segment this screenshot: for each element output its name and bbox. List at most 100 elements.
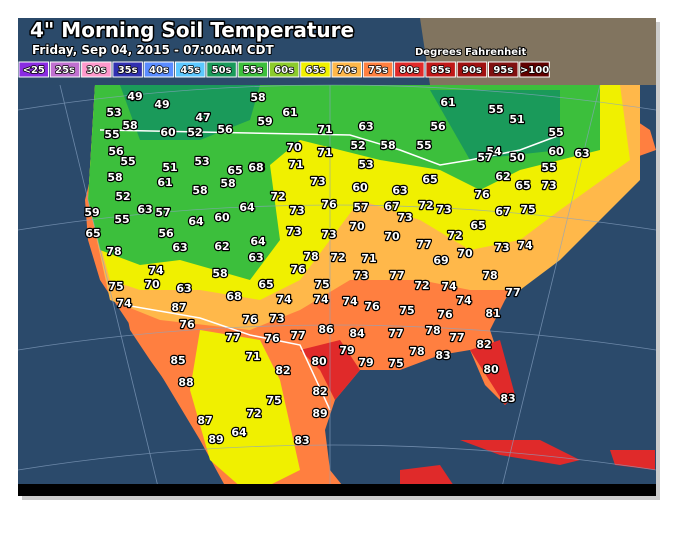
station-temp: 47: [195, 111, 210, 124]
station-temp: 73: [269, 312, 284, 325]
station-temp: 74: [313, 293, 329, 306]
station-temp: 77: [416, 238, 431, 251]
station-temp: 60: [548, 145, 564, 158]
legend-swatch: [488, 61, 519, 78]
station-temp: 74: [441, 280, 457, 293]
station-temp: 76: [321, 198, 337, 211]
station-temp: 83: [435, 349, 450, 362]
station-temp: 72: [270, 190, 285, 203]
grid-line: [17, 324, 657, 351]
legend-swatch: [519, 61, 550, 78]
station-temp: 76: [264, 332, 280, 345]
station-temp: 74: [116, 297, 132, 310]
legend-label: 35s: [118, 65, 138, 76]
station-temp: 89: [312, 407, 327, 420]
station-temp: 69: [433, 254, 448, 267]
station-temp: 58: [212, 267, 227, 280]
zone-florida: [470, 340, 515, 405]
station-temp: 78: [425, 324, 440, 337]
bottom-bar: [18, 484, 656, 496]
station-temp: 76: [242, 313, 258, 326]
station-temp: 53: [194, 155, 209, 168]
legend-swatch: [394, 61, 425, 78]
title: 4" Morning Soil Temperature: [30, 18, 354, 42]
legend-label: 60s: [274, 65, 294, 76]
station-temp: 75: [388, 357, 403, 370]
station-temp: 72: [330, 251, 345, 264]
station-temp: 72: [447, 229, 462, 242]
station-temp: 82: [476, 338, 491, 351]
station-temp: 71: [317, 123, 332, 136]
station-temp: 57: [477, 151, 492, 164]
station-temp: 49: [154, 98, 169, 111]
legend-label: 65s: [306, 65, 326, 76]
station-temp: 77: [505, 286, 520, 299]
us-canada-border: [99, 129, 561, 166]
station-temp: 56: [430, 120, 446, 133]
station-temp: 87: [171, 301, 186, 314]
station-temp: 73: [541, 179, 556, 192]
legend-swatch: [81, 61, 112, 78]
station-temp: 78: [409, 345, 424, 358]
station-temp: 63: [392, 184, 407, 197]
station-temp: 63: [137, 203, 152, 216]
legend: <25 25s 30s 35s 40s 45s 50s 55s 60s 65s 70s 75s 80s 8…: [18, 61, 550, 78]
station-temp: 59: [84, 206, 99, 219]
station-temp: 49: [127, 90, 142, 103]
station-temp: 75: [266, 394, 281, 407]
station-temp: 77: [290, 329, 305, 342]
station-temp: 75: [399, 304, 414, 317]
station-temp: 62: [214, 240, 229, 253]
legend-label: >100: [520, 65, 549, 76]
units: Degrees Fahrenheit: [415, 47, 526, 58]
legend-label: <25: [23, 65, 45, 76]
station-temp: 73: [321, 228, 336, 241]
station-temp: 73: [397, 211, 412, 224]
station-temp: 77: [389, 269, 404, 282]
station-temp: 76: [290, 263, 306, 276]
station-temp: 73: [494, 241, 509, 254]
legend-swatch: [143, 61, 175, 78]
graticule: [17, 84, 657, 496]
station-temp: 77: [388, 327, 403, 340]
station-temp: 84: [349, 327, 365, 340]
station-temp: 68: [248, 161, 263, 174]
station-temp: 70: [349, 220, 365, 233]
legend-label: 95s: [493, 65, 513, 76]
station-temp: 65: [85, 227, 100, 240]
station-temp: 87: [197, 414, 212, 427]
station-temp: 58: [380, 139, 395, 152]
station-temp: 63: [172, 241, 187, 254]
station-temp: 60: [352, 181, 368, 194]
station-temp: 61: [157, 176, 172, 189]
station-temp: 55: [541, 161, 556, 174]
station-temp: 63: [358, 120, 373, 133]
legend-swatch: [300, 61, 331, 78]
station-temp: 74: [276, 293, 292, 306]
station-temp: 58: [220, 177, 235, 190]
grid-line: [59, 84, 161, 496]
us-mexico-border: [124, 304, 331, 411]
grid-line: [17, 204, 657, 231]
station-temp: 56: [217, 123, 233, 136]
legend-label: 45s: [180, 65, 200, 76]
legend-swatch: [425, 61, 456, 78]
station-temp: 53: [358, 158, 373, 171]
station-temp: 59: [257, 115, 272, 128]
legend-swatch: [49, 61, 81, 78]
station-temp: 62: [495, 170, 510, 183]
station-temp: 64: [239, 201, 255, 214]
land: [85, 85, 656, 495]
station-temp: 54: [486, 145, 502, 158]
station-temp: 83: [294, 434, 309, 447]
station-temp: 68: [226, 290, 241, 303]
station-temp: 63: [176, 282, 191, 295]
station-temp: 80: [483, 363, 499, 376]
station-temp: 73: [353, 269, 368, 282]
legend-swatch: [206, 61, 237, 78]
station-temp: 63: [248, 251, 263, 264]
legend-swatch: [237, 61, 269, 78]
legend-label: 40s: [149, 65, 169, 76]
grid-line: [499, 84, 601, 496]
